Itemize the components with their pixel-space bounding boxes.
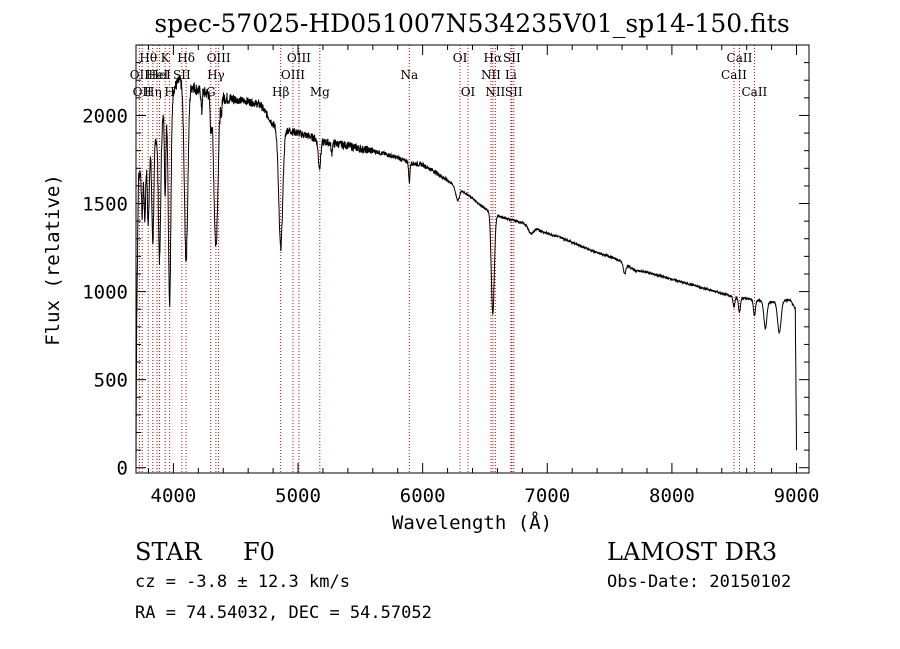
marker-label: CaII <box>721 68 747 82</box>
marker-label: OI <box>461 85 476 99</box>
x-tick-label: 5000 <box>275 485 321 507</box>
marker-label: Mg <box>310 85 330 99</box>
marker-label: HeI <box>148 68 171 82</box>
y-tick-label: 0 <box>117 458 128 480</box>
y-axis: 0 500 1000 1500 2000 <box>82 62 809 480</box>
y-tick-label: 1500 <box>82 194 128 216</box>
marker-label: Hγ <box>207 68 225 82</box>
marker-label: OI <box>453 51 468 65</box>
marker-label: OII <box>130 68 150 82</box>
observation-date: Obs-Date: 20150102 <box>607 572 792 592</box>
marker-label: CaII <box>727 51 753 65</box>
marker-label: Hα <box>484 51 503 65</box>
spectrum-line <box>135 74 797 468</box>
line-marker-labels: OIIOIIHθHηHeIHeIKHSIIHδGHγOIIIHβOIIIOIII… <box>130 51 768 99</box>
marker-label: Hδ <box>177 51 195 65</box>
plot-frame <box>135 44 810 474</box>
marker-label: K <box>161 51 171 65</box>
marker-label: HeI <box>146 68 169 82</box>
marker-label: SII <box>503 51 521 65</box>
x-tick-label: 8000 <box>649 485 695 507</box>
survey-name: LAMOST DR3 <box>607 538 778 566</box>
y-tick-label: 2000 <box>82 105 128 127</box>
marker-label: OIII <box>207 51 231 65</box>
y-tick-label: 500 <box>94 370 128 392</box>
x-tick-label: 9000 <box>774 485 820 507</box>
marker-label: H <box>164 85 174 99</box>
marker-label: OIII <box>281 68 305 82</box>
marker-label: G <box>206 85 216 99</box>
marker-label: Li <box>505 68 517 82</box>
object-subclass: F0 <box>243 538 275 566</box>
x-tick-label: 6000 <box>400 485 446 507</box>
marker-label: OII <box>133 85 153 99</box>
marker-label: SII <box>505 85 523 99</box>
object-class: STAR <box>135 538 202 566</box>
marker-label: CaII <box>741 85 767 99</box>
chart-title: spec-57025-HD051007N534235V01_sp14-150.f… <box>154 9 789 38</box>
marker-label: NII <box>485 85 505 99</box>
x-axis: 4000 5000 6000 7000 8000 9000 <box>147 45 820 507</box>
marker-label: OIII <box>287 51 311 65</box>
marker-label: NII <box>481 68 501 82</box>
x-tick-label: 7000 <box>524 485 570 507</box>
marker-label: SII <box>173 68 191 82</box>
x-axis-label: Wavelength (Å) <box>392 511 552 534</box>
marker-label: Hη <box>144 85 162 99</box>
y-tick-label: 1000 <box>82 282 128 304</box>
redshift-velocity: cz = -3.8 ± 12.3 km/s <box>135 572 350 592</box>
marker-label: Na <box>400 68 418 82</box>
sky-coordinates: RA = 74.54032, DEC = 54.57052 <box>135 603 432 623</box>
x-tick-label: 4000 <box>151 485 197 507</box>
marker-label: Hβ <box>272 85 289 99</box>
marker-label: Hθ <box>139 51 157 65</box>
y-axis-label: Flux (relative) <box>42 174 64 346</box>
line-markers <box>138 45 755 473</box>
